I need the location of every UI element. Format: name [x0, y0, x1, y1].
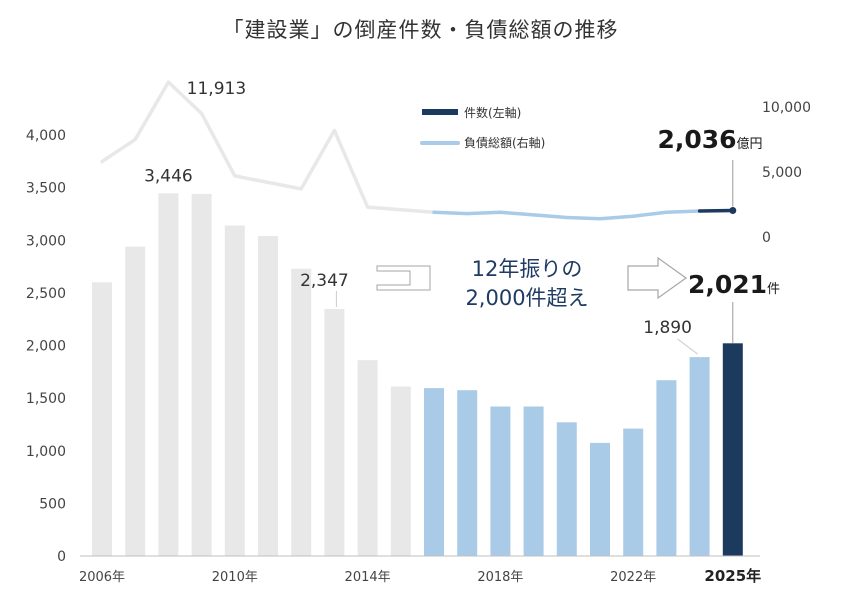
- bar-2014: [357, 360, 378, 556]
- line-label-2025-unit: 億円: [737, 136, 763, 152]
- labels-group: 3,446 2,347 1,890 11,913 2,021件 2,036億円: [144, 79, 780, 355]
- bar-label-2025: 2,021件: [688, 270, 780, 299]
- callout-arrow-right: [627, 256, 688, 300]
- line-label-2025: 2,036億円: [657, 125, 762, 154]
- y-left-tick-label: 3,000: [26, 233, 66, 249]
- y-left-tick-label: 1,000: [26, 444, 66, 460]
- bar-2022: [623, 428, 644, 556]
- bar-label-2024-leader: [677, 338, 698, 355]
- bar-2018: [490, 406, 511, 556]
- x-tick-label: 2006年: [79, 570, 125, 585]
- line-label-2025-value: 2,036: [657, 125, 736, 154]
- y-left-tick-label: 4,000: [26, 128, 66, 144]
- bar-2017: [457, 390, 478, 556]
- bar-label-2024: 1,890: [643, 318, 692, 338]
- debt-line-end-point: [729, 207, 737, 214]
- y-left-tick-label: 2,000: [26, 339, 66, 355]
- bar-2020: [556, 422, 577, 556]
- debt-line-past: [100, 80, 436, 215]
- bar-2016: [424, 388, 444, 556]
- bar-label-2025-value: 2,021: [688, 270, 767, 299]
- bar-2006: [92, 282, 112, 556]
- bar-2015: [390, 386, 411, 556]
- y-left-tick-label: 3,500: [26, 181, 66, 197]
- y-left-tick-label: 0: [57, 549, 66, 565]
- bar-2007: [125, 246, 146, 556]
- bar-2011: [258, 236, 278, 556]
- bar-label-2008: 3,446: [144, 166, 193, 186]
- y-right-tick-label: 10,000: [762, 100, 811, 116]
- legend-label-count: 件数(左軸): [464, 105, 521, 120]
- legend-label-debt: 負債総額(右軸): [464, 135, 545, 150]
- bars-group: [92, 193, 743, 557]
- callout-bracket-left: [376, 265, 431, 291]
- y-left-tick-label: 1,500: [26, 391, 66, 407]
- bar-2013: [324, 309, 345, 556]
- y-left-tick-label: 500: [39, 496, 66, 512]
- legend: 件数(左軸) 負債総額(右軸): [420, 105, 545, 150]
- x-tick-label: 2010年: [212, 570, 258, 585]
- x-tick-label: 2014年: [345, 570, 391, 585]
- bar-label-2025-unit: 件: [767, 282, 780, 297]
- line-label-2008: 11,913: [187, 79, 246, 99]
- bar-2009: [191, 193, 212, 556]
- debt-line-group: [100, 80, 737, 221]
- callout-line2: 2,000件超え: [465, 286, 588, 310]
- y-right-tick-label: 0: [762, 230, 771, 246]
- bar-2019: [523, 406, 544, 556]
- x-tick-label: 2018年: [477, 570, 523, 585]
- bar-label-2013: 2,347: [300, 271, 349, 291]
- bar-2025: [722, 343, 743, 556]
- axes-group: 0 500 1,000 1,500 2,000 2,500 3,000 3,500 4,000 0…: [26, 100, 811, 585]
- x-tick-label: 2022年: [610, 570, 656, 585]
- y-right-tick-label: 5,000: [762, 165, 802, 181]
- bar-2021: [590, 442, 610, 556]
- chart-title: 「建設業」の倒産件数・負債総額の推移: [222, 18, 619, 42]
- callout-line1: 12年振りの: [472, 257, 583, 281]
- bar-2010: [224, 225, 245, 556]
- debt-line-recent: [432, 209, 702, 221]
- bar-2012: [291, 268, 312, 556]
- annotation-callout: 12年振りの 2,000件超え: [376, 256, 688, 310]
- x-tick-label: 2025年: [704, 567, 761, 585]
- debt-line-current: [697, 208, 735, 213]
- bar-2008: [158, 193, 179, 557]
- legend-swatch-count: [422, 109, 458, 115]
- bar-2024: [689, 357, 710, 556]
- y-left-tick-label: 2,500: [26, 286, 66, 302]
- bar-2023: [656, 380, 677, 556]
